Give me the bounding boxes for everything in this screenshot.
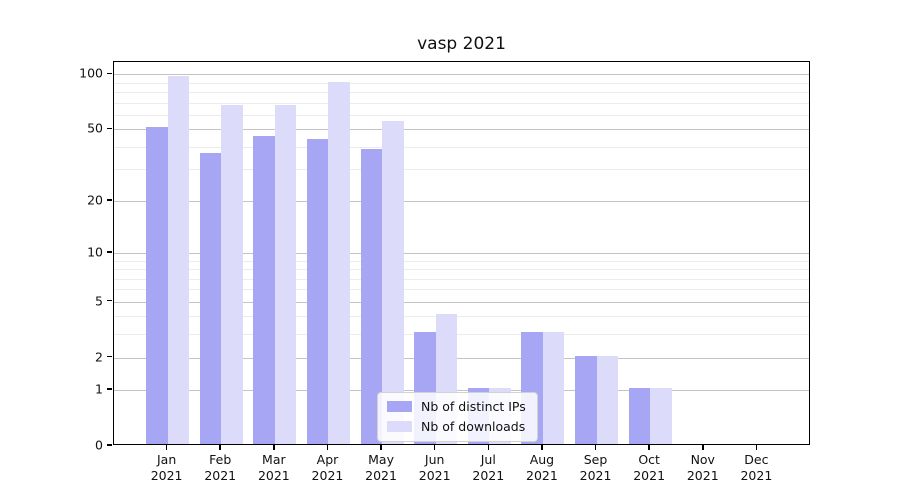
y-tick-mark (107, 388, 112, 390)
x-tick-label-feb: Feb 2021 (204, 452, 237, 483)
x-tick-mark (541, 445, 543, 450)
y-tick-label: 10 (87, 244, 103, 260)
legend-swatch-icon (387, 421, 412, 432)
minor-gridline (114, 269, 809, 271)
minor-gridline (114, 82, 809, 84)
legend: Nb of distinct IPs Nb of downloads (377, 392, 538, 442)
minor-gridline (114, 114, 809, 116)
x-tick-mark (273, 445, 275, 450)
y-tick-label: 1 (95, 381, 103, 397)
minor-gridline (114, 289, 809, 291)
major-gridline (114, 74, 809, 76)
x-tick-label-jul: Jul 2021 (472, 452, 505, 483)
y-tick-label: 0 (95, 437, 103, 453)
legend-row: Nb of distinct IPs (387, 399, 526, 414)
minor-gridline (114, 169, 809, 171)
x-tick-label-nov: Nov 2021 (686, 452, 719, 483)
bar-distinct-ips-may (360, 148, 383, 444)
minor-gridline (114, 146, 809, 148)
x-tick-mark (594, 445, 597, 450)
y-tick-mark (107, 127, 112, 130)
x-tick-mark (648, 445, 650, 450)
major-gridline (114, 301, 809, 303)
y-tick-label: 50 (87, 120, 103, 136)
y-tick-label: 100 (79, 65, 103, 81)
x-tick-label-sep: Sep 2021 (579, 452, 612, 483)
x-tick-mark (165, 445, 168, 450)
x-tick-mark (487, 445, 490, 450)
legend-swatch-icon (387, 401, 412, 412)
x-tick-mark (219, 445, 221, 450)
bar-downloads-oct (650, 388, 672, 444)
bar-downloads-may (382, 121, 404, 444)
bar-distinct-ips-sep (575, 355, 597, 444)
major-gridline (114, 357, 809, 359)
bar-downloads-aug (542, 332, 565, 444)
bar-downloads-sep (596, 355, 619, 444)
y-tick-mark (107, 199, 112, 201)
major-gridline (114, 200, 809, 202)
legend-label: Nb of downloads (421, 419, 526, 434)
y-tick-label: 5 (95, 293, 103, 309)
x-tick-label-jan: Jan 2021 (150, 452, 183, 483)
minor-gridline (114, 92, 809, 94)
y-tick-label: 2 (95, 349, 103, 365)
y-tick-label: 20 (87, 192, 103, 208)
bar-downloads-apr (328, 81, 350, 444)
plot-area (113, 61, 810, 445)
x-tick-label-dec: Dec 2021 (740, 452, 773, 483)
bar-distinct-ips-oct (628, 388, 651, 444)
x-tick-mark (433, 445, 436, 450)
minor-gridline (114, 316, 809, 318)
y-tick-mark (107, 251, 112, 253)
y-tick-mark (107, 72, 112, 75)
bar-distinct-ips-apr (306, 139, 329, 444)
x-tick-label-oct: Oct 2021 (633, 452, 666, 483)
y-tick-mark (107, 444, 112, 446)
minor-gridline (114, 102, 809, 104)
minor-gridline (114, 278, 809, 280)
chart-title: vasp 2021 (417, 34, 506, 54)
x-tick-mark (702, 445, 704, 450)
x-tick-label-may: May 2021 (365, 452, 397, 483)
major-gridline (114, 252, 809, 254)
x-tick-label-jun: Jun 2021 (418, 452, 451, 483)
bar-downloads-feb (221, 105, 243, 444)
y-tick-mark (107, 355, 112, 358)
y-tick-mark (107, 299, 112, 302)
x-tick-label-apr: Apr 2021 (311, 452, 344, 483)
x-tick-mark (326, 445, 329, 450)
major-gridline (114, 390, 809, 392)
minor-gridline (114, 334, 809, 336)
x-tick-mark (755, 445, 758, 450)
legend-label: Nb of distinct IPs (421, 399, 526, 414)
bar-distinct-ips-mar (253, 135, 275, 444)
x-tick-label-mar: Mar 2021 (257, 452, 290, 483)
x-tick-label-aug: Aug 2021 (526, 452, 558, 483)
major-gridline (114, 129, 809, 131)
legend-row: Nb of downloads (387, 419, 526, 434)
bar-downloads-mar (274, 105, 297, 444)
bar-distinct-ips-feb (199, 153, 222, 444)
bar-distinct-ips-jan (146, 127, 168, 444)
bar-downloads-jan (167, 76, 190, 444)
x-tick-mark (380, 445, 382, 450)
minor-gridline (114, 260, 809, 262)
